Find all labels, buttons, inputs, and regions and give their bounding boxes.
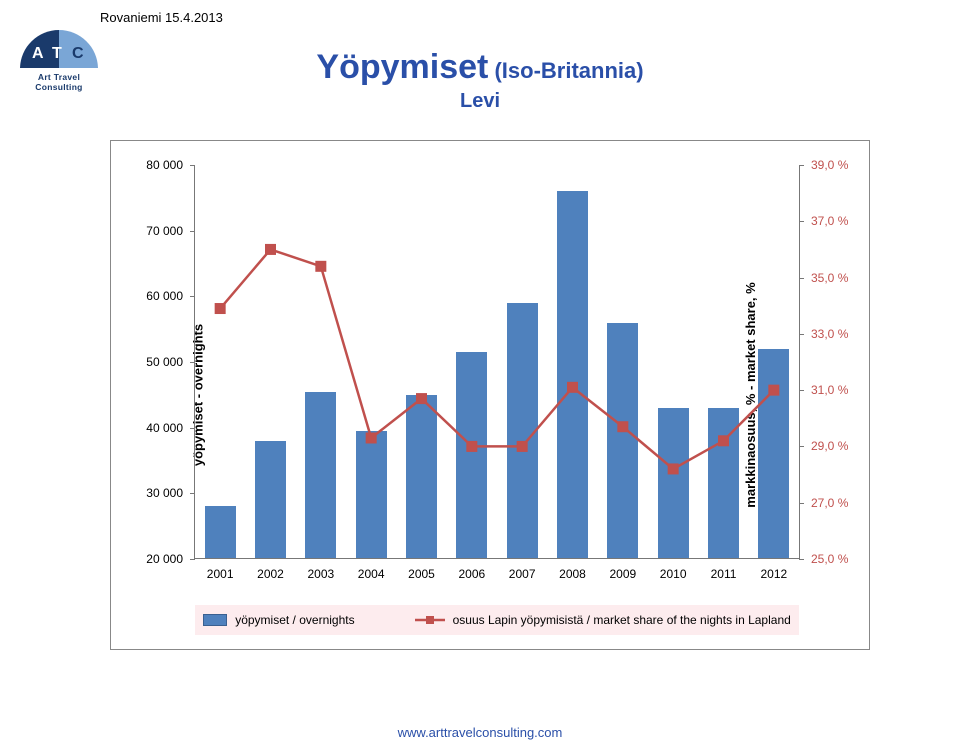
- chart-subtitle: Levi: [0, 90, 960, 113]
- line-marker: [467, 441, 477, 451]
- line-marker: [417, 394, 427, 404]
- legend-item-bars: yöpymiset / overnights: [203, 613, 354, 627]
- x-tick-label: 2004: [358, 567, 385, 581]
- legend-item-line: osuus Lapin yöpymisistä / market share o…: [415, 613, 791, 627]
- legend-label-line: osuus Lapin yöpymisistä / market share o…: [453, 613, 791, 627]
- y2-tick-label: 31,0 %: [811, 383, 848, 397]
- x-tick-label: 2009: [609, 567, 636, 581]
- chart-container: yöpymiset - overnights markkinaosuus, % …: [110, 140, 870, 650]
- y1-tick-label: 60 000: [146, 289, 183, 303]
- y2-tick-label: 33,0 %: [811, 327, 848, 341]
- plot-area: [195, 165, 799, 559]
- y2-tick-label: 25,0 %: [811, 552, 848, 566]
- line-marker: [366, 433, 376, 443]
- y2-tick-label: 29,0 %: [811, 439, 848, 453]
- y1-tick-label: 50 000: [146, 355, 183, 369]
- line-marker: [568, 382, 578, 392]
- y1-tick-label: 70 000: [146, 224, 183, 238]
- y1-tick-label: 40 000: [146, 421, 183, 435]
- y1-tick-label: 80 000: [146, 158, 183, 172]
- line-marker: [769, 385, 779, 395]
- y2-tick-label: 39,0 %: [811, 158, 848, 172]
- y2-tick-label: 35,0 %: [811, 271, 848, 285]
- line-marker: [266, 244, 276, 254]
- header-date: Rovaniemi 15.4.2013: [100, 10, 223, 25]
- line-marker: [517, 441, 527, 451]
- y2-tick-label: 27,0 %: [811, 496, 848, 510]
- title-main: Yöpymiset: [316, 48, 488, 86]
- x-tick-label: 2010: [660, 567, 687, 581]
- legend-swatch-line-icon: [415, 613, 445, 627]
- footer-url: www.arttravelconsulting.com: [0, 725, 960, 740]
- chart-title: Yöpymiset (Iso-Britannia): [0, 48, 960, 87]
- legend-label-bars: yöpymiset / overnights: [235, 613, 354, 627]
- y1-axis: 20 00030 00040 00050 00060 00070 00080 0…: [111, 165, 195, 559]
- x-tick-label: 2008: [559, 567, 586, 581]
- x-axis: 2001 2002 2003 2004 2005 2006 2007 2008 2009 2010…: [195, 563, 799, 587]
- legend-swatch-bar-icon: [203, 614, 227, 626]
- legend: yöpymiset / overnights osuus Lapin yöpym…: [195, 605, 799, 635]
- x-tick-label: 2007: [509, 567, 536, 581]
- x-tick-label: 2003: [307, 567, 334, 581]
- y2-axis: 25,0 %27,0 %29,0 %31,0 %33,0 %35,0 %37,0…: [799, 165, 869, 559]
- x-tick-label: 2011: [711, 567, 737, 581]
- title-sub: (Iso-Britannia): [488, 58, 643, 83]
- line-marker: [215, 304, 225, 314]
- line-marker: [719, 436, 729, 446]
- line-marker: [668, 464, 678, 474]
- x-tick-label: 2005: [408, 567, 435, 581]
- x-tick-label: 2006: [458, 567, 485, 581]
- x-tick-label: 2012: [760, 567, 787, 581]
- x-tick-label: 2002: [257, 567, 284, 581]
- line-series: [195, 165, 799, 559]
- y1-tick-label: 20 000: [146, 552, 183, 566]
- y1-tick-label: 30 000: [146, 486, 183, 500]
- line-marker: [618, 422, 628, 432]
- x-tick-label: 2001: [207, 567, 234, 581]
- line-marker: [316, 261, 326, 271]
- line-path: [220, 249, 774, 469]
- y2-tick-label: 37,0 %: [811, 214, 848, 228]
